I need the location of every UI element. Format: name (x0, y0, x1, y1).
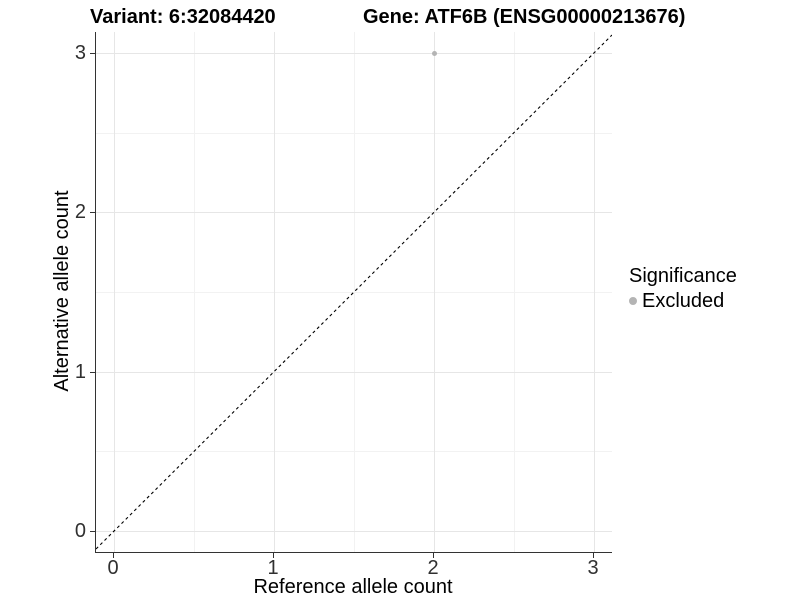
identity-dashed-line (96, 34, 612, 550)
gridline-y-major (96, 371, 612, 373)
legend: Significance Excluded (629, 264, 737, 313)
gridline-x-major (594, 32, 595, 552)
legend-key-dot-icon (629, 297, 637, 305)
gridline-x-major (434, 32, 435, 552)
gridline-y-major (96, 531, 612, 532)
plot-title-variant: Variant: 6:32084420 (90, 6, 276, 28)
gridline-x-major (274, 32, 275, 552)
y-tick-mark (90, 53, 95, 54)
y-tick-label: 0 (74, 520, 86, 542)
legend-title: Significance (629, 265, 737, 287)
data-point (431, 50, 437, 56)
x-tick-mark (113, 553, 114, 558)
gridline-x-major (114, 32, 115, 552)
x-tick-mark (593, 553, 594, 558)
gridline-y-minor (96, 132, 612, 134)
gridline-y-minor (96, 292, 612, 293)
legend-item-label: Excluded (642, 290, 725, 312)
gridline-y-major (96, 53, 612, 54)
x-tick-label: 3 (587, 557, 599, 579)
y-tick-mark (90, 371, 95, 373)
legend-item-excluded: Excluded (629, 289, 737, 313)
x-tick-mark (433, 553, 434, 558)
y-tick-label: 1 (74, 360, 86, 383)
y-tick-mark (90, 212, 95, 214)
y-tick-label: 2 (74, 201, 86, 224)
plot-panel (95, 32, 612, 553)
x-tick-label: 1 (267, 557, 279, 579)
plot-title-gene: Gene: ATF6B (ENSG00000213676) (363, 6, 686, 28)
y-tick-mark (90, 531, 95, 532)
x-tick-label: 2 (427, 557, 439, 579)
x-axis-title: Reference allele count (253, 576, 453, 598)
x-tick-mark (273, 553, 274, 558)
x-tick-label: 0 (107, 557, 119, 579)
gridline-y-minor (96, 451, 612, 453)
y-tick-label: 3 (74, 42, 86, 64)
gridline-y-major (96, 212, 612, 214)
